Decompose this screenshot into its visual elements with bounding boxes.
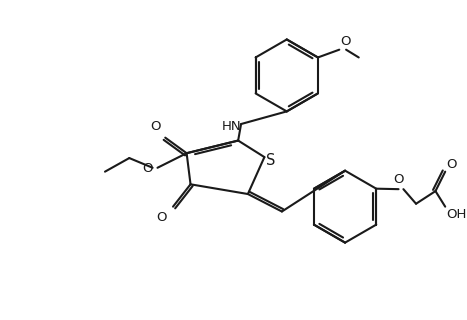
Text: O: O <box>446 158 457 171</box>
Text: O: O <box>393 173 404 186</box>
Text: O: O <box>340 35 351 48</box>
Text: S: S <box>266 153 276 168</box>
Text: HN: HN <box>222 120 241 133</box>
Text: O: O <box>142 162 153 175</box>
Text: O: O <box>150 120 160 133</box>
Text: OH: OH <box>446 208 467 220</box>
Text: O: O <box>157 211 167 224</box>
